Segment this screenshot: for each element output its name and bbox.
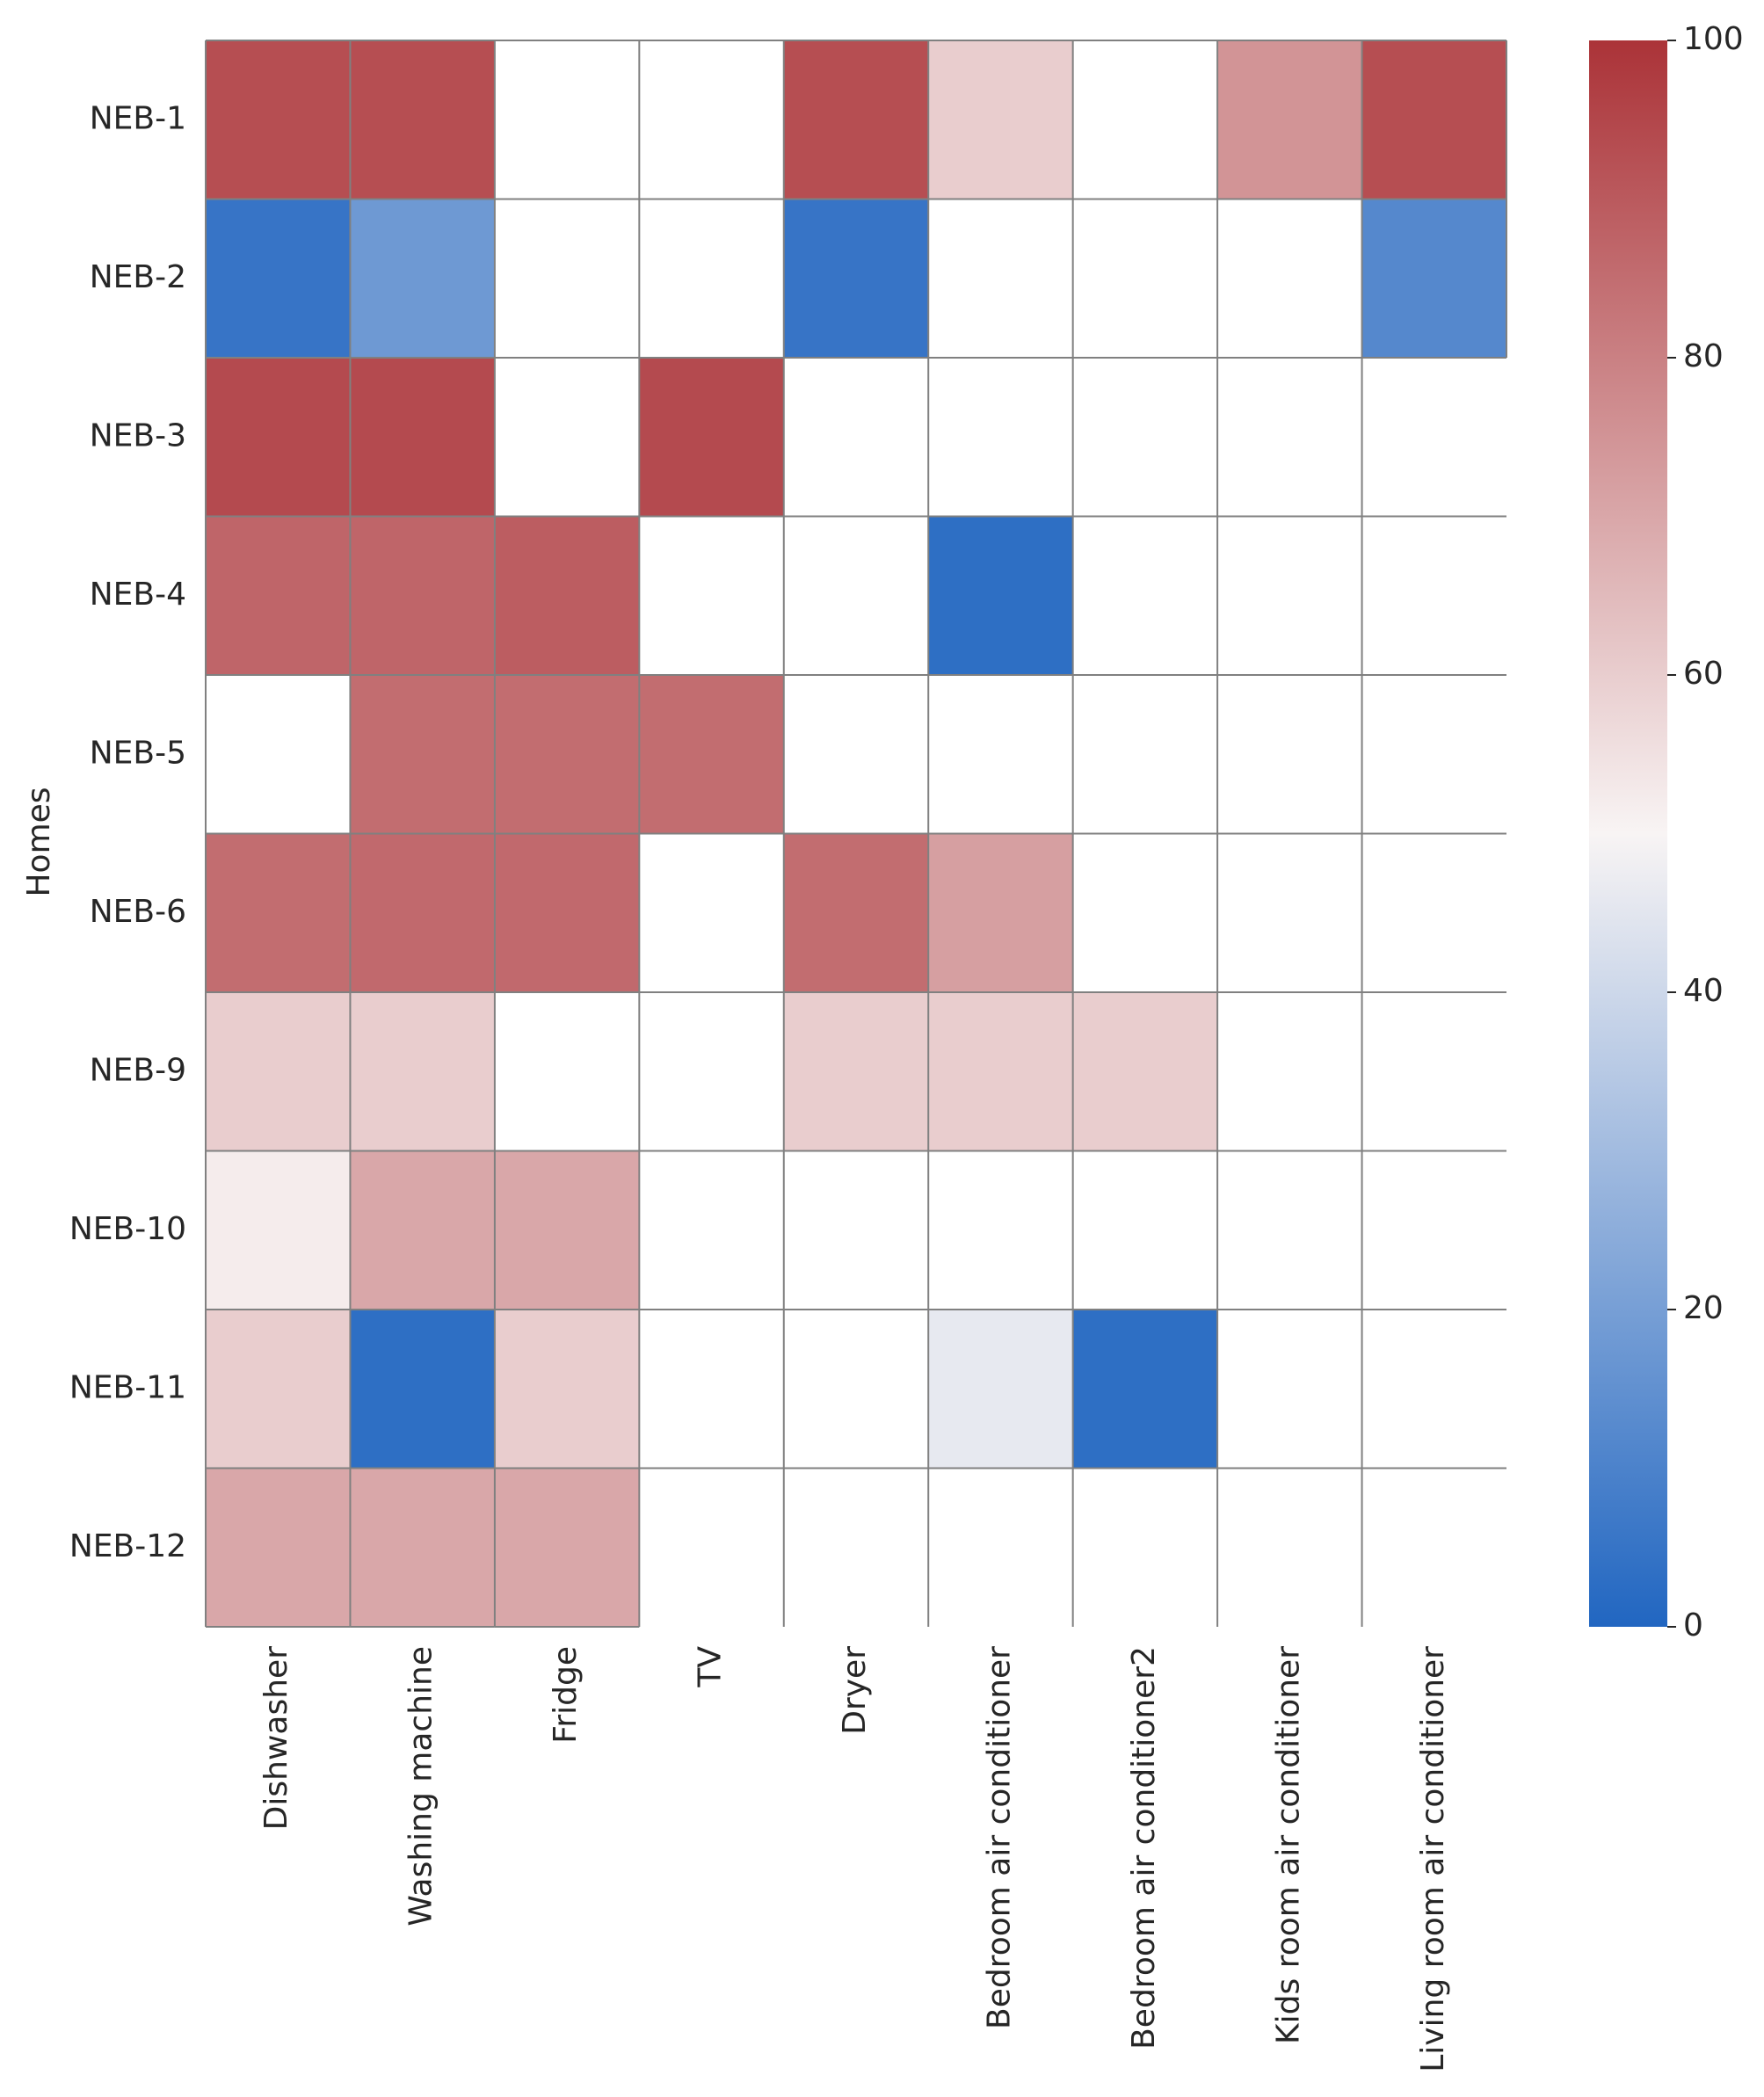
heatmap-cell [1361,199,1506,358]
heatmap-cell [494,516,640,675]
heatmap-cell [350,992,495,1151]
colorbar-tick-label: 40 [1683,973,1724,1009]
heatmap-cell [494,1468,640,1627]
column-tick-label: Dryer [837,1646,873,1735]
heatmap-cell [494,675,640,834]
heatmap-cell [928,833,1073,992]
heatmap-cell [928,40,1073,200]
colorbar-tick-label: 80 [1683,338,1724,374]
heatmap-cell [350,675,495,834]
heatmap-cell [928,516,1073,675]
heatmap-cell [494,1150,640,1310]
column-tick-label: Bedroom air conditioner [981,1646,1017,2029]
heatmap-cell [783,199,929,358]
heatmap-cell [350,358,495,517]
heatmap-cell [350,1310,495,1469]
column-tick-label: Washing machine [403,1646,439,1926]
heatmap-gridlines [205,40,1507,1628]
column-tick-label: Kids room air conditioner [1270,1646,1306,2044]
heatmap-cell [206,1150,351,1310]
row-tick-labels: NEB-1 NEB-2 NEB-3 NEB-4 NEB-5 NEB-6 NEB-9 NEB-1… [69,100,186,1564]
row-tick-label: NEB-1 [90,100,186,136]
row-tick-label: NEB-3 [90,417,186,454]
heatmap-cell [350,199,495,358]
heatmap-cell [494,1310,640,1469]
heatmap-cell [206,992,351,1151]
row-tick-label: NEB-5 [90,735,186,771]
column-tick-labels: Dishwasher Washing machine Fridge TV Dryer Be… [258,1646,1451,2072]
row-tick-label: NEB-2 [90,259,186,295]
colorbar-ticks: 0 20 40 60 80 100 [1667,21,1744,1643]
heatmap-cell [1072,992,1218,1151]
heatmap-cell [639,358,784,517]
heatmap-cell [350,1468,495,1627]
heatmap-cell [350,40,495,200]
heatmap-cell [1217,40,1362,200]
row-tick-label: NEB-11 [69,1369,186,1405]
heatmap-cell [783,40,929,200]
row-tick-label: NEB-10 [69,1211,186,1247]
row-tick-label: NEB-12 [69,1528,186,1564]
heatmap-cell [494,833,640,992]
heatmap-cell [928,992,1073,1151]
column-tick-label: TV [693,1646,729,1688]
colorbar-tick-label: 20 [1683,1290,1724,1326]
colorbar [1589,40,1667,1627]
row-tick-label: NEB-6 [90,894,186,930]
column-tick-label: Dishwasher [258,1646,294,1831]
heatmap-cell [783,992,929,1151]
colorbar-tick-label: 60 [1683,656,1724,692]
heatmap-cell [350,1150,495,1310]
heatmap-cell [350,516,495,675]
heatmap-cell [206,833,351,992]
row-tick-label: NEB-4 [90,577,186,613]
column-tick-label: Fridge [548,1646,584,1744]
heatmap-cell [206,199,351,358]
heatmap-cell [206,40,351,200]
heatmap-cell [928,1310,1073,1469]
heatmap-cell [206,1468,351,1627]
heatmap-cells [206,40,1506,1627]
heatmap-cell [1072,1310,1218,1469]
heatmap-cell [206,516,351,675]
column-tick-label: Bedroom air conditioner2 [1126,1646,1162,2050]
column-tick-label: Living room air conditioner [1415,1646,1451,2072]
colorbar-tick-label: 0 [1683,1607,1703,1643]
heatmap-cell [1361,40,1506,200]
heatmap-cell [783,833,929,992]
row-tick-label: NEB-9 [90,1052,186,1088]
heatmap-cell [350,833,495,992]
heatmap-cell [206,1310,351,1469]
colorbar-tick-label: 100 [1683,21,1744,57]
heatmap-cell [639,675,784,834]
y-axis-label: Homes [21,787,57,896]
heatmap-cell [206,358,351,517]
